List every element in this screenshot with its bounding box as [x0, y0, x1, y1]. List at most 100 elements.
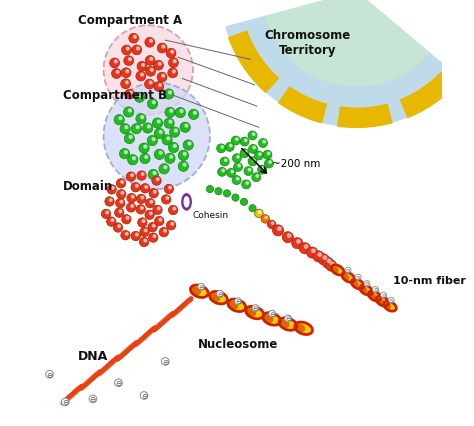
Ellipse shape	[342, 273, 355, 282]
Circle shape	[129, 136, 132, 139]
Circle shape	[164, 167, 167, 169]
Circle shape	[164, 230, 166, 233]
Circle shape	[124, 108, 134, 118]
Circle shape	[133, 157, 136, 160]
Circle shape	[174, 130, 177, 132]
Circle shape	[150, 58, 153, 61]
Text: ⊖: ⊖	[141, 391, 147, 400]
Circle shape	[122, 215, 131, 225]
Circle shape	[369, 291, 372, 295]
Text: ⊖: ⊖	[198, 284, 204, 290]
Circle shape	[116, 72, 119, 74]
Circle shape	[141, 173, 144, 176]
Circle shape	[120, 124, 130, 135]
Circle shape	[168, 69, 178, 79]
Circle shape	[257, 166, 266, 175]
Circle shape	[178, 162, 189, 172]
Circle shape	[154, 61, 164, 71]
Circle shape	[127, 48, 129, 51]
Circle shape	[155, 217, 164, 226]
Circle shape	[269, 311, 275, 317]
Circle shape	[101, 210, 111, 219]
Circle shape	[218, 168, 227, 177]
Circle shape	[345, 268, 351, 273]
Polygon shape	[401, 73, 455, 118]
Circle shape	[180, 110, 183, 113]
Circle shape	[126, 173, 136, 182]
Circle shape	[225, 160, 227, 162]
Circle shape	[124, 57, 134, 66]
Circle shape	[89, 395, 97, 403]
Circle shape	[246, 182, 248, 185]
Circle shape	[232, 176, 241, 185]
Circle shape	[121, 80, 130, 89]
Circle shape	[183, 141, 193, 151]
Circle shape	[313, 251, 324, 262]
Circle shape	[173, 208, 175, 210]
Circle shape	[117, 190, 126, 199]
Circle shape	[245, 151, 247, 154]
Circle shape	[170, 156, 173, 159]
Circle shape	[129, 92, 132, 95]
Circle shape	[137, 62, 147, 72]
Circle shape	[373, 287, 379, 293]
Text: ⊖: ⊖	[162, 357, 168, 366]
Circle shape	[131, 196, 134, 199]
Circle shape	[139, 95, 142, 98]
Circle shape	[166, 221, 176, 230]
Circle shape	[217, 144, 226, 153]
Ellipse shape	[295, 322, 312, 335]
Circle shape	[256, 175, 259, 178]
Circle shape	[131, 205, 134, 208]
Circle shape	[258, 139, 267, 148]
Circle shape	[328, 260, 331, 263]
Circle shape	[169, 121, 172, 124]
Circle shape	[220, 158, 229, 167]
Circle shape	[384, 302, 388, 305]
Circle shape	[292, 238, 303, 249]
Circle shape	[263, 141, 265, 144]
Ellipse shape	[331, 267, 339, 273]
Circle shape	[145, 156, 148, 159]
Text: Nucleosome: Nucleosome	[198, 337, 278, 350]
Ellipse shape	[360, 285, 373, 295]
Circle shape	[248, 158, 257, 167]
Polygon shape	[229, 32, 278, 93]
Circle shape	[297, 240, 300, 244]
Circle shape	[322, 258, 333, 269]
Circle shape	[159, 152, 162, 155]
Ellipse shape	[295, 324, 305, 333]
Circle shape	[253, 147, 255, 150]
Circle shape	[128, 59, 131, 61]
Circle shape	[237, 156, 239, 159]
Circle shape	[225, 143, 234, 152]
Circle shape	[223, 190, 230, 198]
Circle shape	[144, 240, 146, 242]
Circle shape	[127, 194, 136, 203]
Circle shape	[253, 159, 255, 162]
Circle shape	[136, 185, 138, 188]
Circle shape	[263, 151, 272, 160]
Circle shape	[304, 245, 308, 249]
Circle shape	[137, 48, 139, 51]
Circle shape	[235, 298, 241, 305]
Circle shape	[127, 203, 136, 213]
Circle shape	[377, 297, 380, 300]
Circle shape	[166, 49, 176, 59]
Ellipse shape	[368, 293, 376, 299]
Circle shape	[146, 67, 155, 77]
Circle shape	[111, 187, 114, 190]
Circle shape	[264, 160, 273, 169]
Circle shape	[159, 219, 162, 222]
Circle shape	[255, 152, 263, 161]
Circle shape	[183, 164, 186, 167]
Circle shape	[143, 124, 153, 134]
Circle shape	[238, 165, 240, 167]
Circle shape	[126, 217, 129, 220]
Ellipse shape	[376, 298, 383, 305]
Circle shape	[164, 119, 174, 129]
Circle shape	[119, 118, 122, 120]
Circle shape	[248, 169, 251, 172]
Circle shape	[145, 230, 147, 232]
Circle shape	[107, 217, 116, 227]
